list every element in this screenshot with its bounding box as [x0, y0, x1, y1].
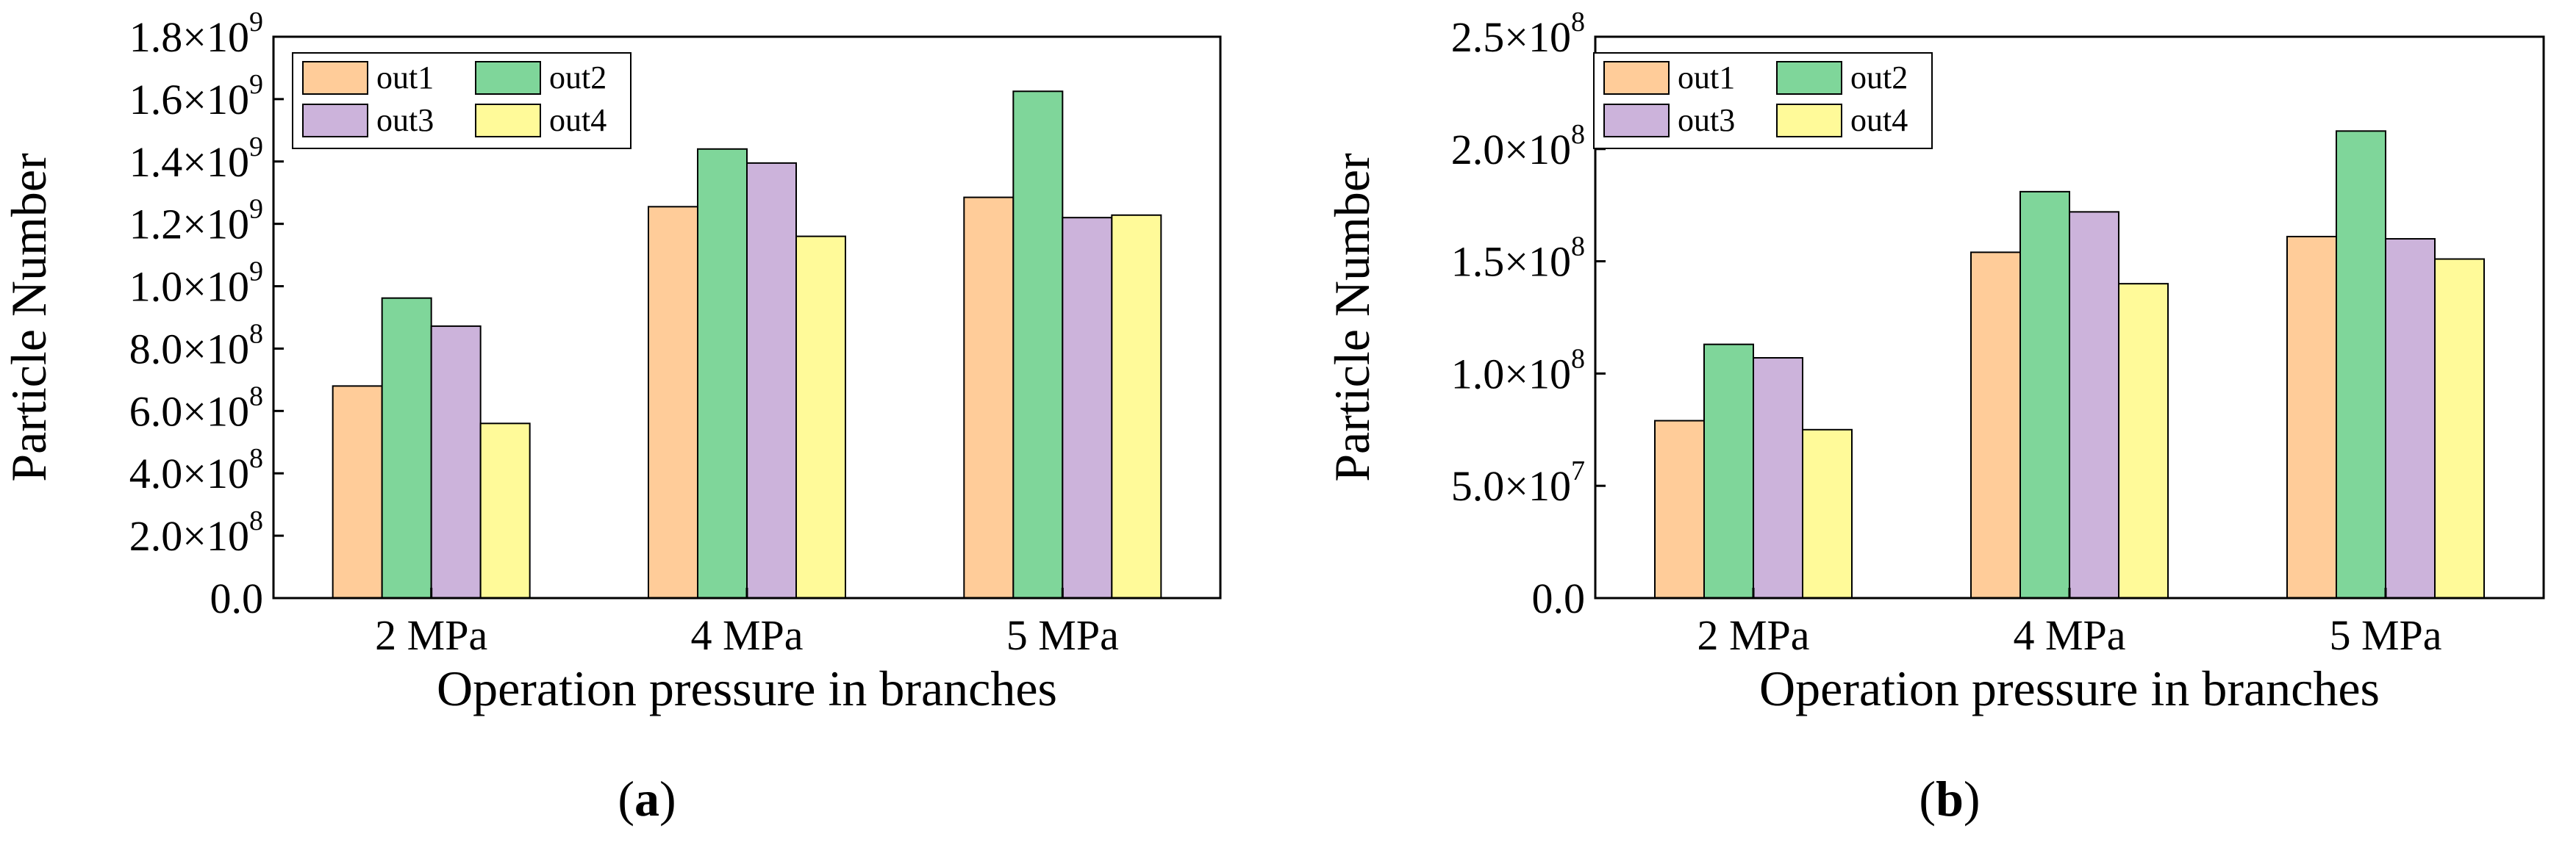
- bar-out3-4-mpa: [2069, 211, 2119, 600]
- bar-out3-4-mpa: [746, 162, 797, 599]
- bar-out4-5-mpa: [2434, 258, 2485, 599]
- bar-out4-4-mpa: [795, 235, 846, 599]
- legend-label-out3: out3: [1678, 102, 1735, 138]
- y-tick-label: 1.4×109: [129, 132, 263, 186]
- bar-out3-5-mpa: [1062, 217, 1113, 599]
- x-tick-label: 2 MPa: [1697, 611, 1809, 659]
- legend-swatch-out1: [302, 61, 368, 95]
- y-tick-label: 0.0: [210, 575, 264, 622]
- legend-swatch-out2: [475, 61, 541, 95]
- bar-out1-4-mpa: [1970, 251, 2021, 599]
- x-tick-label: 4 MPa: [2013, 611, 2125, 659]
- bar-out1-2-mpa: [332, 385, 383, 600]
- figure-label-b: (b): [1919, 771, 1980, 827]
- legend-label-out3: out3: [376, 102, 434, 138]
- legend-label-out1: out1: [376, 60, 434, 96]
- y-tick-label: 2.5×108: [1451, 7, 1585, 61]
- x-tick-label: 5 MPa: [1006, 611, 1119, 659]
- y-tick-label: 5.0×107: [1451, 456, 1585, 510]
- bar-out2-5-mpa: [1012, 90, 1064, 600]
- legend-label-out2: out2: [1850, 60, 1908, 96]
- chart-panel-a: 0.0 2.0×108 4.0×108 6.0×108 8.0×108 1.0×109 1.…: [1, 7, 1222, 827]
- bar-out3-2-mpa: [1753, 357, 1803, 599]
- y-tick-label: 1.2×109: [129, 194, 263, 248]
- bar-out1-4-mpa: [648, 206, 698, 600]
- bar-out1-2-mpa: [1654, 420, 1705, 599]
- bar-out4-2-mpa: [1802, 428, 1853, 599]
- y-tick-label: 4.0×108: [129, 443, 263, 497]
- y-tick-label: 2.0×108: [1451, 119, 1585, 173]
- y-tick-label: 1.8×109: [129, 7, 263, 61]
- bar-out3-2-mpa: [430, 325, 482, 599]
- x-axis-title: Operation pressure in branches: [1759, 661, 2380, 716]
- x-axis-title: Operation pressure in branches: [437, 661, 1057, 716]
- legend-label-out2: out2: [549, 60, 607, 96]
- y-tick-label: 0.0: [1532, 575, 1586, 622]
- chart-panel-b: 0.0 5.0×107 1.0×108 1.5×108 2.0×108 2.5×108 2 …: [1324, 7, 2545, 827]
- bar-out2-2-mpa: [1703, 343, 1754, 599]
- y-axis-title: Particle Number: [1324, 153, 1380, 482]
- bar-out1-5-mpa: [2286, 235, 2337, 599]
- bar-out1-5-mpa: [963, 196, 1015, 600]
- x-tick-label: 2 MPa: [375, 611, 487, 659]
- legend-swatch-out3: [302, 104, 368, 137]
- y-tick-label: 6.0×108: [129, 381, 263, 435]
- legend-label-out4: out4: [549, 102, 607, 138]
- bar-out2-5-mpa: [2336, 130, 2386, 600]
- y-tick-label: 1.0×108: [1451, 343, 1585, 397]
- legend-swatch-out3: [1603, 104, 1670, 137]
- bar-out4-5-mpa: [1111, 214, 1162, 599]
- y-tick-label: 1.6×109: [129, 69, 263, 123]
- bar-out2-2-mpa: [381, 297, 432, 599]
- y-tick-label: 8.0×108: [129, 318, 263, 373]
- legend-label-out4: out4: [1850, 102, 1908, 138]
- x-tick-label: 5 MPa: [2329, 611, 2441, 659]
- y-tick-label: 1.0×109: [129, 256, 263, 311]
- y-tick-label: 2.0×108: [129, 505, 263, 560]
- legend-swatch-out4: [1776, 104, 1842, 137]
- y-tick-label: 1.5×108: [1451, 231, 1585, 286]
- y-axis-title: Particle Number: [1, 153, 57, 482]
- legend-label-out1: out1: [1678, 60, 1735, 96]
- legend-swatch-out1: [1603, 61, 1670, 95]
- bar-out2-4-mpa: [697, 148, 748, 600]
- bar-out4-4-mpa: [2118, 283, 2169, 599]
- figure-label-a: (a): [618, 771, 676, 827]
- x-tick-label: 4 MPa: [690, 611, 803, 659]
- bar-out2-4-mpa: [2019, 190, 2070, 599]
- bar-out3-5-mpa: [2385, 238, 2436, 599]
- legend-swatch-out2: [1776, 61, 1842, 95]
- bar-out4-2-mpa: [479, 422, 531, 599]
- legend-swatch-out4: [475, 104, 541, 137]
